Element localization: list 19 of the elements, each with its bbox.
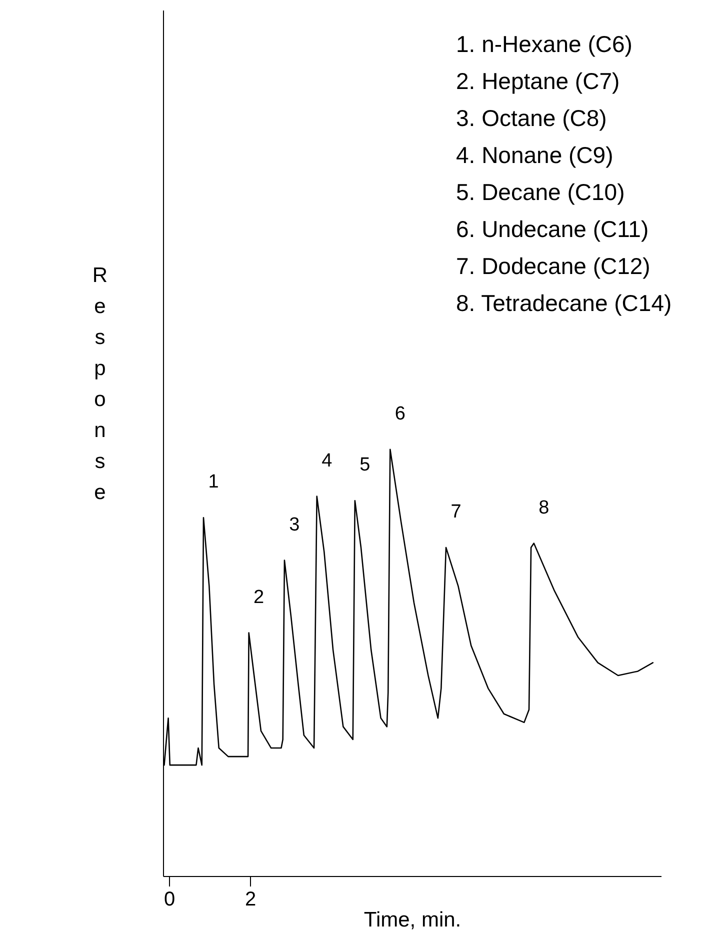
annotation: 8 (538, 497, 550, 518)
text: 2. Heptane (C7) (456, 68, 620, 94)
annotation: 2 (254, 586, 264, 608)
text: 7. Dodecane (C12) (456, 253, 650, 279)
text: 6. Undecane (C11) (456, 216, 649, 242)
annotation: 1 (208, 472, 219, 493)
annotation: 6 (394, 403, 406, 424)
text: 5. Decane (C10) (456, 179, 625, 205)
annotation: 4 (322, 450, 333, 472)
text: 1. n-Hexane (C6) (456, 31, 632, 57)
text: 4. Nonane (C9) (456, 142, 614, 168)
x-axis-title: Time, min. (364, 908, 462, 932)
text: 8. Tetradecane (C14) (456, 290, 672, 316)
y-axis-title: Response (92, 264, 108, 504)
annotation: 5 (360, 454, 370, 476)
x-tick-label: 0 (164, 888, 176, 910)
annotation: 3 (289, 514, 300, 536)
text: 3. Octane (C8) (456, 105, 607, 131)
annotation: 7 (450, 502, 462, 523)
